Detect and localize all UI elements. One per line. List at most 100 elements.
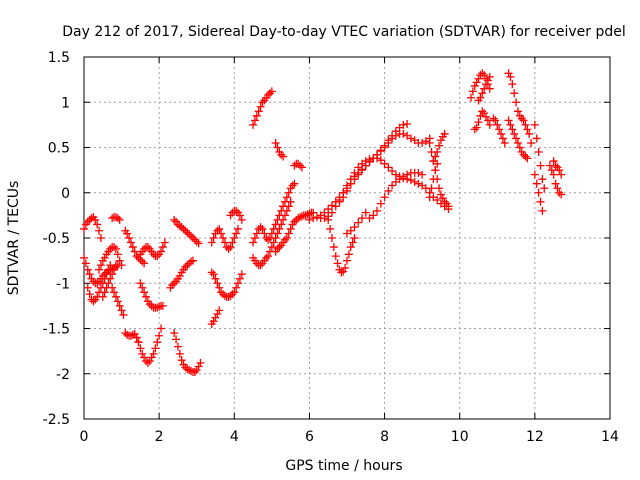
data-point xyxy=(399,120,408,129)
data-point xyxy=(187,257,196,266)
data-point xyxy=(87,214,96,223)
data-point xyxy=(153,252,162,261)
x-tick-label: 2 xyxy=(155,429,164,445)
data-point xyxy=(237,215,246,224)
data-point xyxy=(521,120,530,129)
data-point xyxy=(113,250,122,259)
data-point xyxy=(228,290,237,299)
data-point xyxy=(187,232,196,241)
data-point xyxy=(282,193,291,202)
data-point xyxy=(341,263,350,272)
data-point xyxy=(219,234,228,242)
data-point xyxy=(207,238,216,247)
data-point xyxy=(83,283,92,292)
data-point xyxy=(380,193,389,202)
series-arc-27 xyxy=(305,154,453,224)
data-point xyxy=(279,202,288,211)
data-point xyxy=(350,223,359,232)
series-arc-40 xyxy=(530,120,549,193)
x-tick-label: 6 xyxy=(305,429,314,445)
data-point xyxy=(427,184,436,193)
data-point xyxy=(80,224,88,233)
data-point xyxy=(290,217,299,226)
data-points xyxy=(80,69,566,376)
data-point xyxy=(523,125,532,134)
data-point xyxy=(348,238,357,247)
data-point xyxy=(264,235,273,244)
data-point xyxy=(128,243,137,252)
data-point xyxy=(500,138,509,147)
data-point xyxy=(474,74,483,83)
data-point xyxy=(100,253,109,262)
data-point xyxy=(369,211,378,220)
data-point xyxy=(138,257,147,266)
y-axis-label: SDTVAR / TECUs xyxy=(6,181,22,296)
data-point xyxy=(145,357,154,366)
data-point xyxy=(123,229,132,238)
data-point xyxy=(523,154,532,163)
data-point xyxy=(256,261,265,270)
data-point xyxy=(194,239,203,248)
data-point xyxy=(215,306,224,315)
data-point xyxy=(433,159,442,168)
data-point xyxy=(388,131,397,140)
data-point xyxy=(418,170,427,179)
data-point xyxy=(110,265,119,274)
series-arc-4 xyxy=(95,243,126,274)
data-point xyxy=(425,138,434,147)
data-point xyxy=(376,199,385,208)
data-point xyxy=(235,274,244,283)
data-point xyxy=(478,89,487,98)
data-point xyxy=(130,329,139,338)
data-point xyxy=(262,253,271,262)
data-point xyxy=(98,292,107,301)
data-point xyxy=(277,206,286,215)
data-point xyxy=(113,214,122,223)
data-point xyxy=(519,116,528,125)
data-point xyxy=(472,123,481,132)
data-point xyxy=(433,148,442,157)
data-point xyxy=(333,259,342,268)
data-point xyxy=(179,224,188,233)
data-point xyxy=(153,338,162,347)
data-point xyxy=(185,366,194,375)
data-point xyxy=(213,279,222,288)
data-point xyxy=(250,234,259,242)
data-point xyxy=(376,146,385,155)
data-point xyxy=(517,114,526,123)
data-point xyxy=(525,129,534,138)
data-point xyxy=(391,127,400,136)
data-point xyxy=(85,290,94,299)
data-point xyxy=(269,224,278,233)
data-point xyxy=(188,256,197,265)
data-point xyxy=(140,288,149,297)
data-point xyxy=(250,116,259,125)
series-arc-36 xyxy=(470,107,494,134)
series-arc-26 xyxy=(324,215,359,277)
series-arc-25 xyxy=(290,159,306,172)
y-tick-label: 1 xyxy=(61,95,70,111)
data-point xyxy=(399,172,408,181)
data-point xyxy=(147,301,156,310)
data-point xyxy=(508,80,517,89)
data-point xyxy=(433,195,442,204)
data-point xyxy=(476,93,485,102)
data-point xyxy=(181,226,190,235)
data-point xyxy=(435,184,444,193)
data-point xyxy=(96,261,105,270)
data-point xyxy=(269,238,278,247)
data-point xyxy=(343,186,351,195)
grid xyxy=(84,57,610,419)
data-point xyxy=(513,138,522,147)
data-point xyxy=(192,366,201,375)
data-point xyxy=(380,159,389,168)
data-point xyxy=(126,331,135,340)
data-point xyxy=(327,201,336,210)
data-point xyxy=(519,150,528,159)
data-point xyxy=(153,303,162,312)
data-point xyxy=(358,165,367,174)
data-point xyxy=(547,166,556,175)
data-point xyxy=(264,91,273,100)
series-arc-13 xyxy=(170,329,205,376)
